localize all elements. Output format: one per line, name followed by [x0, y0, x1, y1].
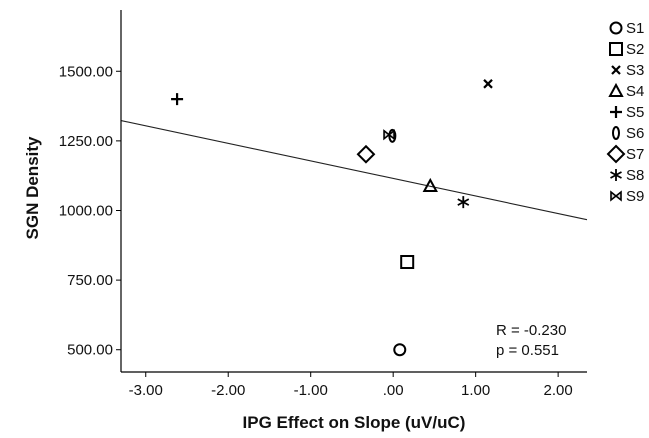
- legend-label-s9: S9: [626, 188, 644, 205]
- y-tick-label: 1250.00: [59, 133, 113, 150]
- x-tick-label: -3.00: [129, 382, 163, 399]
- axes: -3.00 -2.00 -1.00 .00 1.00 2.00 500.00 750.00 10…: [59, 10, 587, 399]
- legend-label-s1: S1: [626, 20, 644, 37]
- r-value-annotation: R = -0.230: [496, 322, 566, 339]
- y-tick-label: 500.00: [67, 342, 113, 359]
- legend-label-s3: S3: [626, 62, 644, 79]
- legend-marker-s6: [612, 126, 620, 140]
- legend-marker-s1: [609, 21, 623, 35]
- x-tick-label: -2.00: [211, 382, 245, 399]
- legend-marker-s5: [610, 106, 622, 118]
- legend-marker-s7: [606, 144, 626, 164]
- y-tick-label: 1500.00: [59, 63, 113, 80]
- y-tick-label: 750.00: [67, 272, 113, 289]
- regression-line: [120, 120, 588, 221]
- data-point-s1: [393, 343, 407, 357]
- legend-marker-s4: [608, 82, 624, 97]
- legend-label-s6: S6: [626, 125, 644, 142]
- legend: S1 S2 S3 S4 S5 S6 S7 S8 S9: [606, 20, 644, 205]
- legend-label-s5: S5: [626, 104, 644, 121]
- plot-area: [120, 79, 588, 357]
- x-tick-label: 1.00: [461, 382, 490, 399]
- y-tick-label: 1000.00: [59, 202, 113, 219]
- legend-marker-s8: [610, 169, 622, 181]
- legend-label-s7: S7: [626, 146, 644, 163]
- legend-marker-s3: [611, 65, 621, 75]
- p-value-annotation: p = 0.551: [496, 342, 559, 359]
- data-point-s3: [483, 79, 493, 89]
- x-tick-label: 2.00: [544, 382, 573, 399]
- data-point-s4: [422, 177, 438, 192]
- data-point-s2: [400, 255, 415, 270]
- data-point-s5: [171, 93, 184, 106]
- x-tick-label: -1.00: [294, 382, 328, 399]
- legend-marker-s9: [610, 190, 622, 202]
- legend-marker-s2: [609, 42, 623, 56]
- x-axis-title: IPG Effect on Slope (uV/uC): [243, 413, 466, 432]
- legend-label-s8: S8: [626, 167, 644, 184]
- x-tick-label: .00: [383, 382, 404, 399]
- data-point-s7: [356, 144, 376, 164]
- legend-label-s4: S4: [626, 83, 644, 100]
- data-point-s9: [383, 129, 395, 141]
- y-axis-title: SGN Density: [23, 136, 42, 240]
- data-point-s8: [457, 196, 470, 209]
- legend-label-s2: S2: [626, 41, 644, 58]
